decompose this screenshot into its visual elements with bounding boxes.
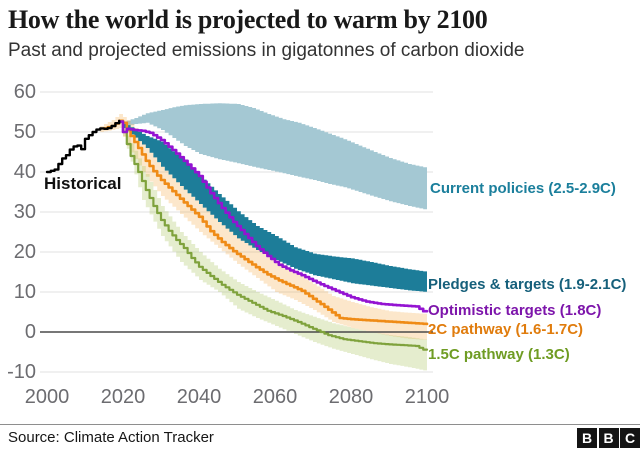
y-tick-40: 40 [13, 161, 36, 183]
series-band-one_five_c [123, 128, 427, 372]
series-label-pledges: Pledges & targets (1.9-2.1C) [428, 276, 627, 293]
series-label-current_policies: Current policies (2.5-2.9C) [430, 180, 616, 197]
y-tick-50: 50 [13, 121, 36, 143]
x-tick-2040: 2040 [176, 386, 222, 408]
series-line-two_c [102, 119, 429, 326]
y-tick-60: 60 [13, 81, 36, 103]
bbc-logo: B B C [577, 428, 640, 448]
x-tick-2000: 2000 [24, 386, 70, 408]
source-credit: Source: Climate Action Tracker [8, 429, 214, 446]
x-tick-2100: 2100 [404, 386, 450, 408]
x-tick-2080: 2080 [328, 386, 374, 408]
page-subtitle: Past and projected emissions in gigatonn… [8, 40, 525, 61]
y-tick-30: 30 [13, 201, 36, 223]
series-line-historical [45, 119, 121, 174]
historical-annotation: Historical [44, 174, 122, 193]
series-line-optimistic [117, 120, 429, 313]
y-tick--10: -10 [7, 361, 36, 383]
series-label-one_five_c: 1.5C pathway (1.3C) [428, 346, 570, 363]
series-band-current_policies [123, 103, 427, 210]
y-tick-10: 10 [13, 281, 36, 303]
y-tick-0: 0 [24, 321, 36, 343]
series-line-one_five_c [118, 120, 429, 351]
x-tick-2060: 2060 [252, 386, 298, 408]
page-title: How the world is projected to warm by 21… [8, 5, 488, 34]
y-tick-20: 20 [13, 241, 36, 263]
series-label-optimistic: Optimistic targets (1.8C) [428, 302, 602, 319]
series-label-two_c: 2C pathway (1.6-1.7C) [428, 321, 584, 338]
footer-divider [0, 424, 640, 425]
bbc-logo-block: C [620, 428, 640, 448]
bbc-logo-block: B [577, 428, 597, 448]
bbc-logo-block: B [598, 428, 619, 448]
x-tick-2020: 2020 [100, 386, 146, 408]
